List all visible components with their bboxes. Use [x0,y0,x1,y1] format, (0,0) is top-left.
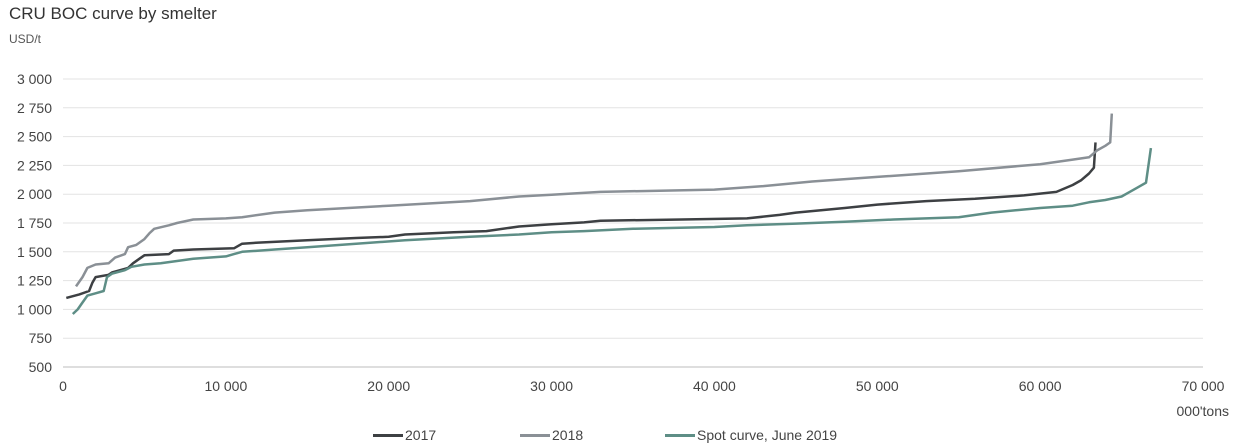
series-line-1 [74,113,1114,288]
x-tick-label: 50 000 [856,378,899,394]
legend-swatch-2017 [373,433,403,437]
legend-label-2017: 2017 [405,427,437,443]
y-tick-label: 3 000 [17,71,52,87]
y-tick-label: 2 750 [17,100,52,116]
series-line-0 [65,142,1097,300]
y-tick-label: 1 500 [17,244,52,260]
x-tick-label: 30 000 [530,378,573,394]
x-tick-label: 10 000 [204,378,247,394]
y-tick-label: 1 250 [17,273,52,289]
legend: 2017 2018 Spot curve, June 2019 [0,427,1235,447]
y-tick-label: 2 000 [17,186,52,202]
x-unit-label: 000'tons [1176,403,1230,419]
legend-item-2018: 2018 [520,427,583,443]
legend-item-2017: 2017 [373,427,436,443]
y-tick-label: 750 [29,330,53,346]
x-axis-ticks: 0 10 000 20 000 30 000 40 000 50 000 60 000 70 … [59,378,1225,394]
y-tick-label: 2 250 [17,157,52,173]
series-lines [65,113,1153,315]
x-tick-label: 70 000 [1182,378,1225,394]
x-tick-label: 0 [59,378,67,394]
x-tick-label: 40 000 [693,378,736,394]
legend-label-spot: Spot curve, June 2019 [697,427,838,443]
boc-curve-chart: 500 750 1 000 1 250 1 500 1 750 2 000 2 250 2 50… [17,71,1225,394]
y-tick-label: 1 750 [17,215,52,231]
x-tick-label: 20 000 [367,378,410,394]
y-tick-label: 2 500 [17,129,52,145]
y-tick-label: 1 000 [17,301,52,317]
y-axis-ticks: 500 750 1 000 1 250 1 500 1 750 2 000 2 250 2 50… [17,71,52,375]
series-line-2 [71,147,1153,315]
legend-swatch-2018 [520,433,550,437]
y-tick-label: 500 [29,359,53,375]
gridlines [63,78,1203,368]
y-unit-label: USD/t [9,32,42,46]
chart-title: CRU BOC curve by smelter [9,4,217,23]
x-tick-label: 60 000 [1019,378,1062,394]
legend-label-2018: 2018 [552,427,584,443]
legend-item-spot: Spot curve, June 2019 [665,427,837,443]
legend-swatch-spot [665,433,695,437]
